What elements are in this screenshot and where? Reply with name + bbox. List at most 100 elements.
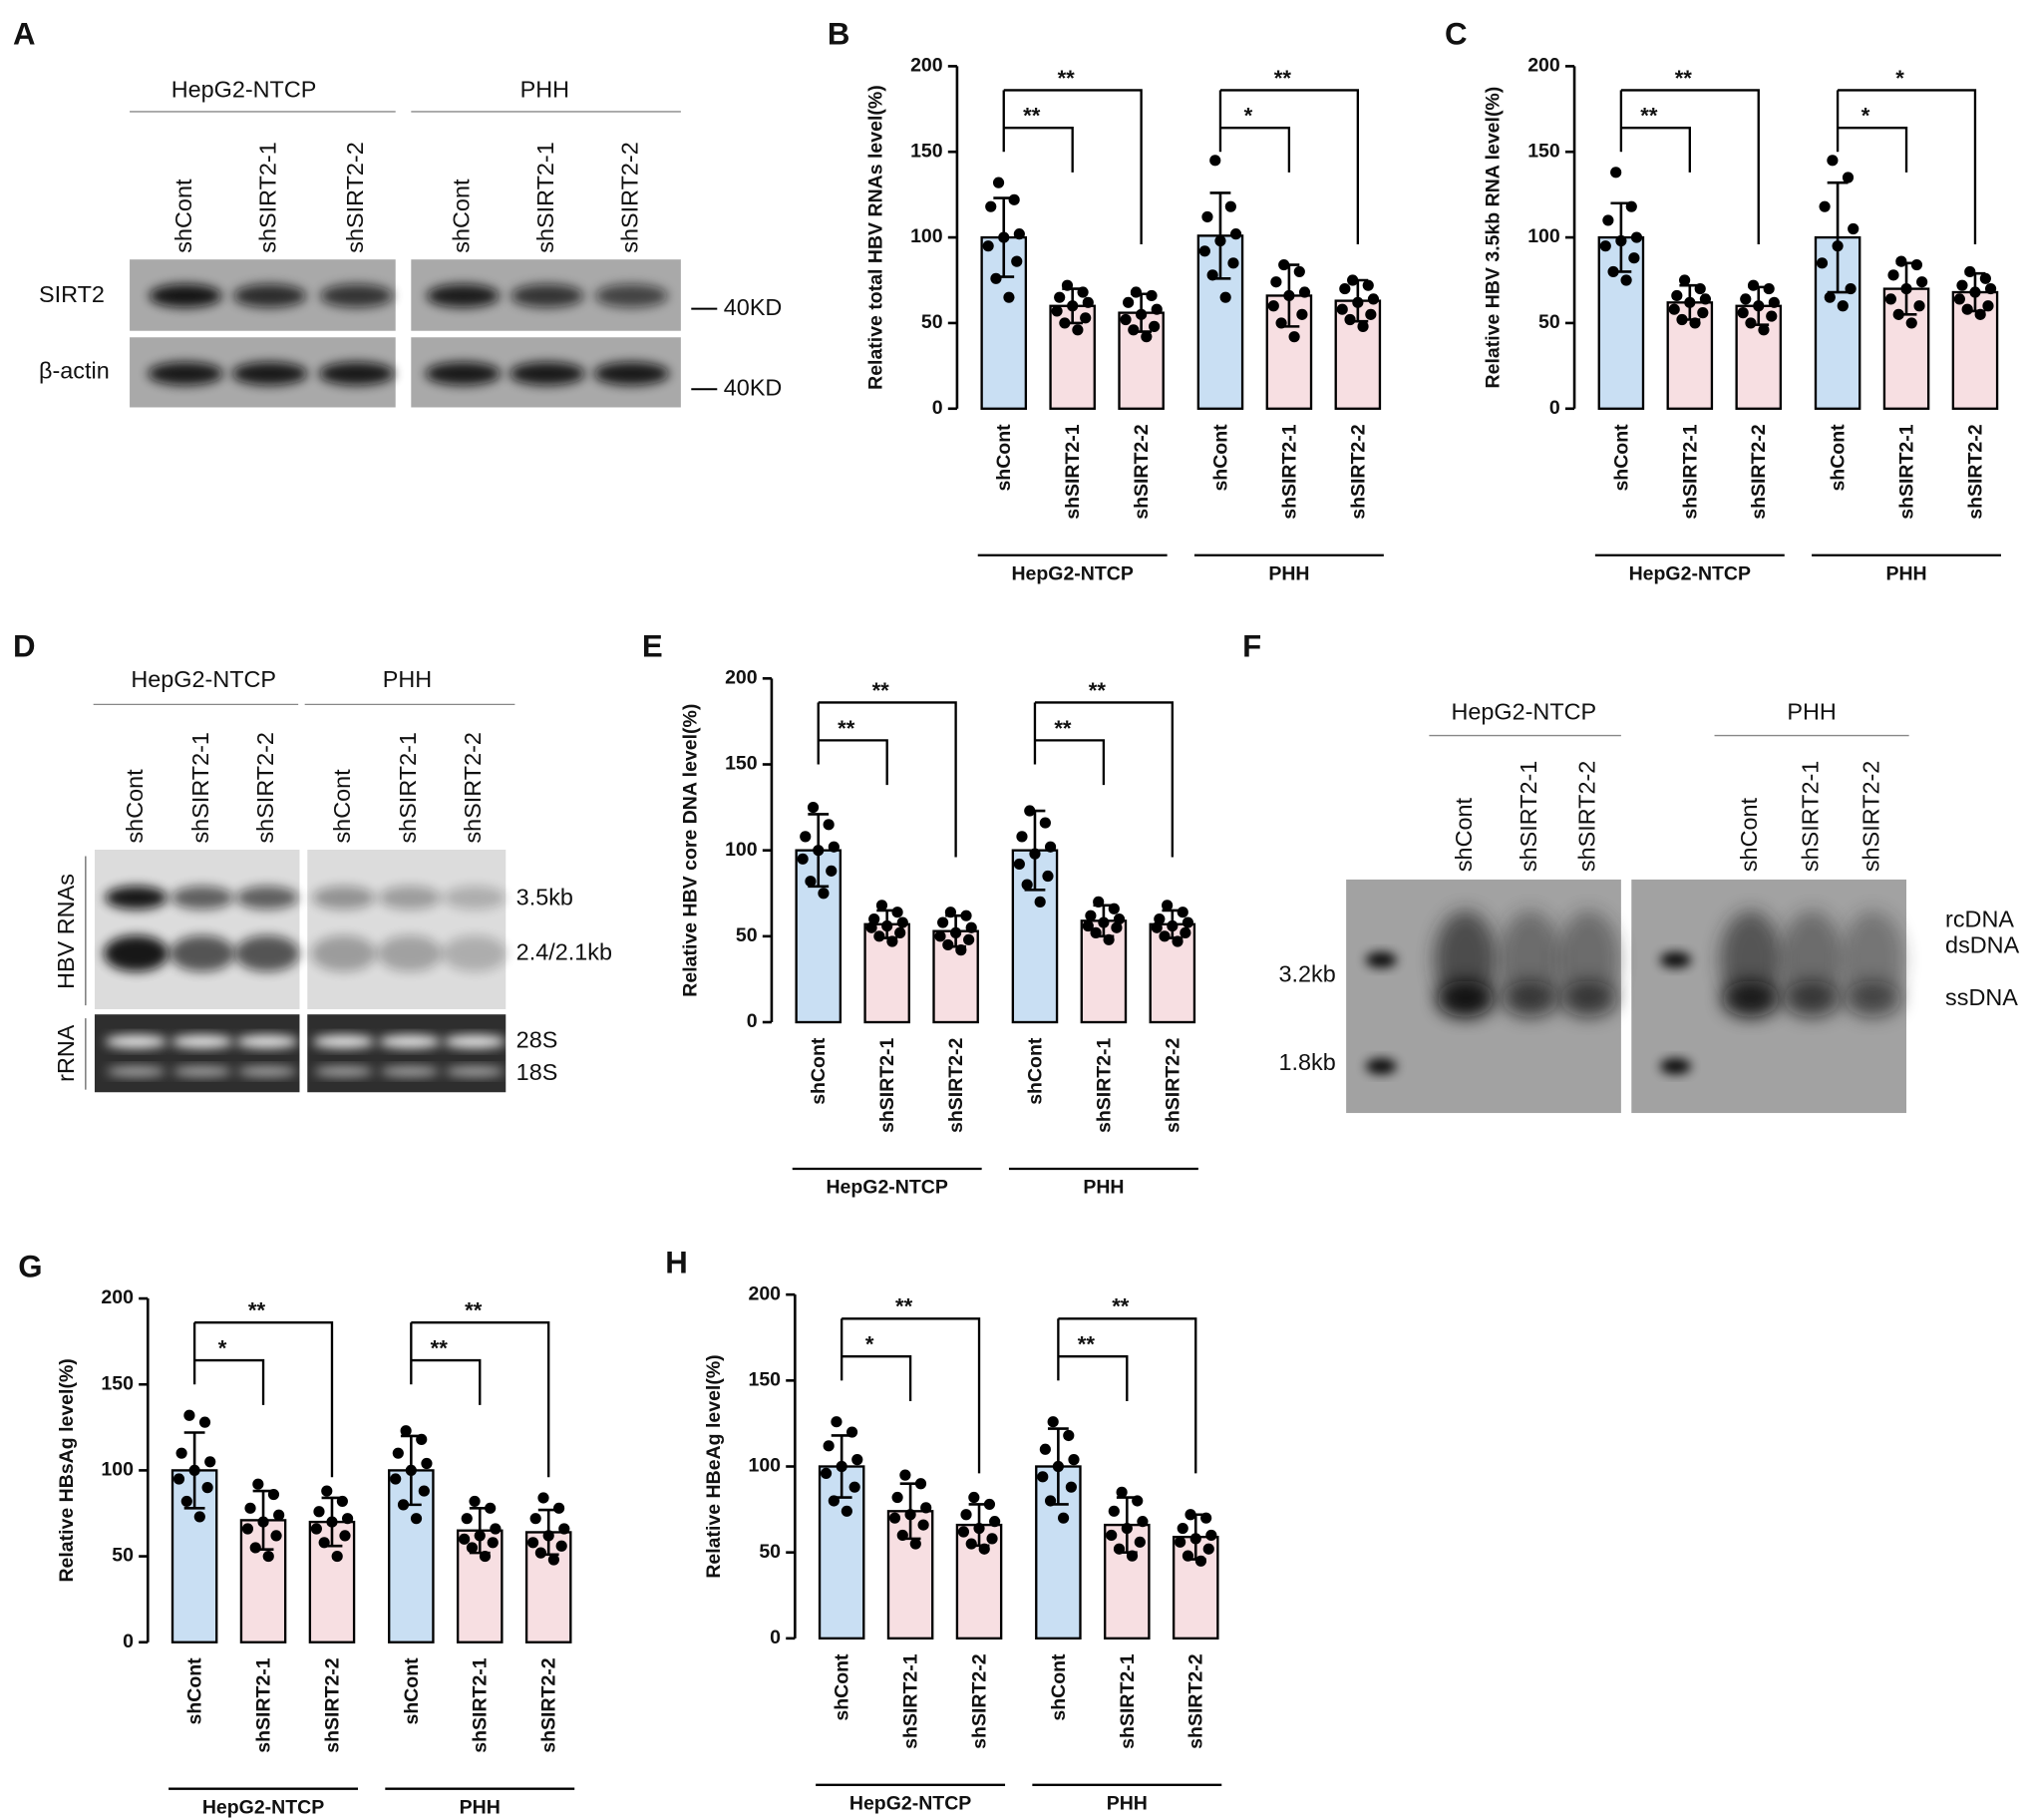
data-point	[1270, 276, 1282, 288]
group-label: HepG2-NTCP	[171, 76, 317, 102]
data-point	[1344, 313, 1356, 326]
data-point	[894, 926, 906, 938]
band	[510, 283, 584, 308]
marker-label: 3.5kb	[516, 885, 573, 910]
significance-bracket	[818, 739, 888, 786]
y-tick-label: 100	[1527, 225, 1560, 247]
band	[320, 283, 394, 308]
data-point	[1298, 286, 1311, 298]
data-point	[973, 1522, 985, 1535]
data-point	[1108, 903, 1120, 914]
data-point	[1162, 900, 1174, 911]
data-point	[1347, 274, 1359, 286]
data-point	[1054, 291, 1066, 303]
data-point	[1214, 234, 1226, 247]
significance-label: **	[1023, 104, 1041, 129]
data-point	[1671, 289, 1683, 302]
y-tick-label: 50	[921, 311, 943, 333]
group-label: PHH	[460, 1796, 501, 1818]
band	[509, 361, 585, 386]
band	[1783, 980, 1841, 1017]
significance-bracket	[1003, 89, 1143, 244]
band	[1502, 980, 1559, 1017]
band	[1365, 1058, 1397, 1075]
data-point	[1052, 1460, 1064, 1473]
y-tick-label: 50	[736, 924, 758, 946]
data-point	[1205, 1529, 1217, 1542]
data-point	[1953, 293, 1965, 305]
panel-label: H	[665, 1245, 688, 1279]
data-point	[828, 841, 840, 853]
significance-bracket	[1058, 1317, 1197, 1474]
data-point	[845, 1426, 858, 1438]
data-point	[1689, 317, 1701, 329]
data-point	[183, 1409, 195, 1421]
band	[443, 886, 507, 910]
lane-label: shSIRT2-1	[395, 732, 421, 843]
band	[1559, 980, 1617, 1017]
panel-label: D	[13, 629, 36, 664]
significance-bracket	[818, 701, 957, 858]
significance-bracket	[1838, 127, 1908, 173]
data-point	[1206, 269, 1218, 281]
y-axis-label: Relative total HBV RNAs level(%)	[864, 85, 886, 390]
data-point	[318, 1537, 330, 1549]
data-point	[1137, 1516, 1149, 1528]
data-point	[965, 921, 977, 933]
blot	[307, 850, 507, 1010]
x-tick-label: shSIRT2-2	[1748, 424, 1770, 520]
data-point	[1884, 293, 1897, 305]
band	[237, 1066, 297, 1077]
data-point	[1177, 1522, 1188, 1535]
data-point	[965, 1538, 977, 1550]
x-tick-label: shSIRT2-1	[1895, 424, 1917, 520]
data-point	[1610, 167, 1622, 179]
data-point	[836, 1460, 847, 1473]
data-point	[1910, 258, 1923, 271]
data-point	[1113, 913, 1126, 925]
data-point	[1684, 296, 1696, 308]
data-point	[1224, 200, 1236, 212]
data-point	[273, 1509, 285, 1521]
panel-label: B	[828, 17, 850, 52]
significance-bracket	[1219, 127, 1291, 173]
data-point	[400, 1425, 412, 1437]
band	[313, 1066, 374, 1077]
data-point	[978, 1543, 990, 1555]
y-tick-label: 0	[1549, 397, 1560, 419]
data-point	[963, 933, 975, 945]
lane-label: shSIRT2-1	[255, 142, 281, 252]
group-label: HepG2-NTCP	[826, 1177, 947, 1199]
data-point	[989, 1516, 1001, 1528]
y-tick-label: 150	[725, 753, 758, 775]
data-point	[1827, 155, 1839, 167]
data-point	[198, 1416, 211, 1428]
data-point	[983, 1498, 996, 1511]
band	[1437, 980, 1495, 1017]
y-tick-label: 150	[1527, 140, 1560, 162]
data-point	[397, 1499, 410, 1511]
band	[312, 1035, 375, 1049]
data-point	[175, 1447, 187, 1459]
data-point	[1044, 1495, 1057, 1507]
group-label: PHH	[383, 666, 432, 692]
significance-label: **	[1054, 716, 1072, 741]
data-point	[1607, 265, 1619, 278]
data-point	[553, 1502, 565, 1514]
lane-label: shSIRT2-1	[532, 142, 558, 252]
data-point	[466, 1542, 479, 1554]
significance-bracket	[1838, 89, 1977, 244]
y-tick-label: 200	[725, 666, 758, 688]
y-tick-label: 150	[101, 1372, 134, 1394]
data-point	[1103, 933, 1115, 945]
y-tick-label: 150	[748, 1368, 781, 1390]
data-point	[985, 200, 997, 212]
data-point	[950, 926, 962, 938]
data-point	[331, 1550, 343, 1563]
lane-label: shSIRT2-2	[1858, 761, 1883, 872]
y-tick-label: 200	[910, 55, 943, 77]
data-point	[998, 231, 1010, 243]
band	[378, 886, 442, 910]
x-tick-label: shCont	[1610, 424, 1632, 492]
